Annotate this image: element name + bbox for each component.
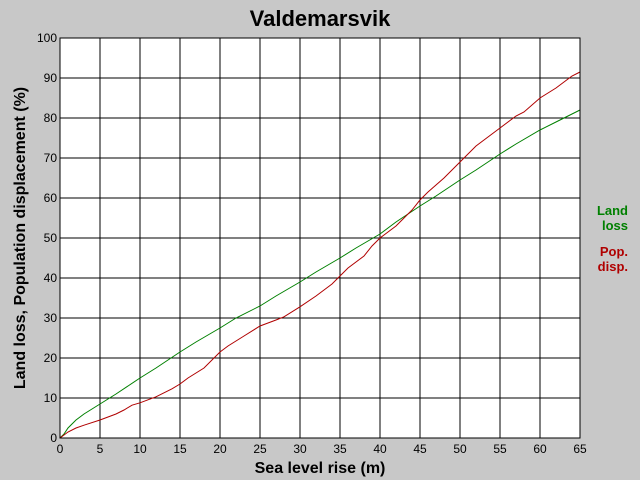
y-tick-label: 0	[50, 431, 57, 445]
y-tick-label: 100	[37, 31, 57, 45]
x-tick-label: 45	[413, 442, 427, 456]
x-tick-label: 35	[333, 442, 347, 456]
series-line-0	[59, 109, 581, 439]
x-tick-label: 0	[57, 442, 64, 456]
x-tick-labels: 0 5 10 15 20 25 30 35 40 45 50 55 60 65	[57, 442, 587, 456]
y-tick-label: 80	[44, 111, 58, 125]
y-tick-label: 20	[44, 351, 58, 365]
y-tick-label: 90	[44, 71, 58, 85]
legend-entry-0: Land	[597, 203, 628, 218]
x-axis-label: Sea level rise (m)	[255, 460, 386, 477]
x-tick-label: 55	[493, 442, 507, 456]
y-tick-label: 40	[44, 271, 58, 285]
x-tick-label: 15	[173, 442, 187, 456]
y-tick-label: 50	[44, 231, 58, 245]
y-tick-label: 10	[44, 391, 58, 405]
x-tick-label: 65	[573, 442, 587, 456]
x-tick-label: 5	[97, 442, 104, 456]
x-tick-label: 20	[213, 442, 227, 456]
y-tick-label: 30	[44, 311, 58, 325]
x-tick-label: 60	[533, 442, 547, 456]
chart-title: Valdemarsvik	[250, 6, 391, 31]
series-lines	[59, 71, 581, 439]
x-tick-label: 30	[293, 442, 307, 456]
y-tick-label: 60	[44, 191, 58, 205]
plot-frame	[59, 37, 581, 439]
legend-entry-1: Pop.	[600, 244, 628, 259]
series-line-1	[59, 71, 581, 439]
y-tick-label: 70	[44, 151, 58, 165]
legend-entry-0: loss	[602, 218, 628, 233]
y-axis-label: Land loss, Population displacement (%)	[12, 87, 29, 389]
x-tick-label: 10	[133, 442, 147, 456]
y-tick-labels: 0 10 20 30 40 50 60 70 80 90 100	[37, 31, 57, 445]
x-tick-label: 50	[453, 442, 467, 456]
legend-entry-1: disp.	[598, 259, 628, 274]
x-tick-label: 25	[253, 442, 267, 456]
x-tick-label: 40	[373, 442, 387, 456]
